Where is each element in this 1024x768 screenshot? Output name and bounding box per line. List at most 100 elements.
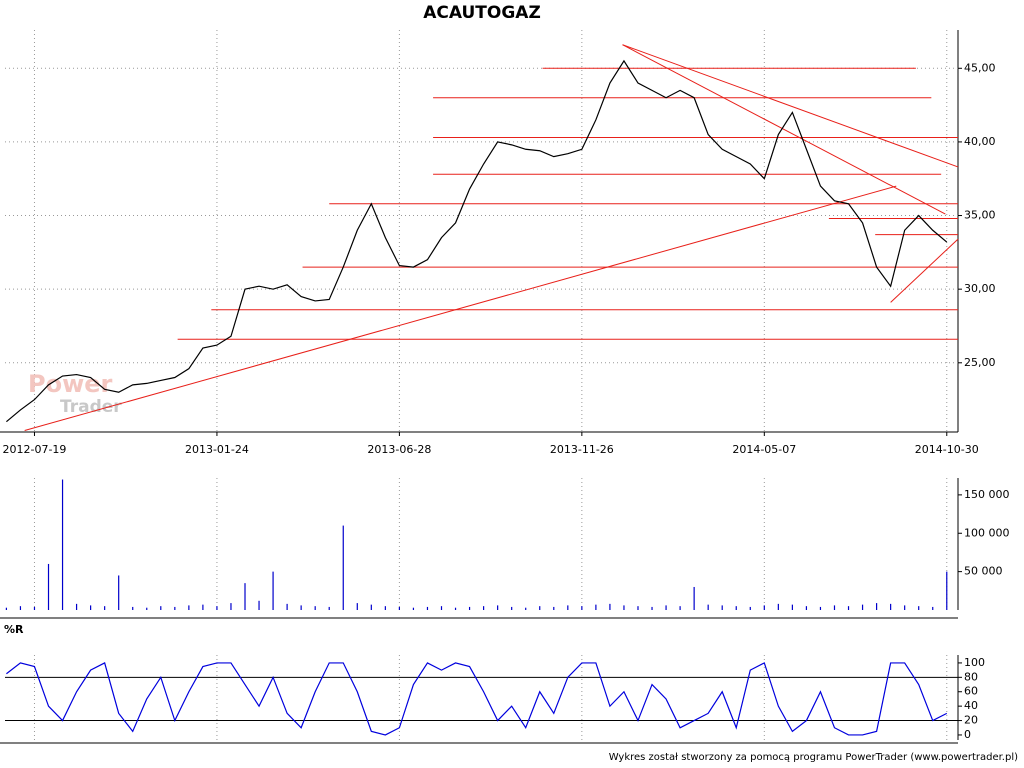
x-tick-label: 2013-11-26 <box>550 443 614 456</box>
y-tick-label: 50 000 <box>964 565 1003 578</box>
bar <box>749 606 751 610</box>
bar <box>174 606 176 610</box>
bar <box>104 606 106 610</box>
bar <box>202 604 204 610</box>
bar <box>567 605 569 610</box>
bar <box>118 575 120 610</box>
bar <box>384 606 386 610</box>
bar <box>440 606 443 610</box>
y-tick-label: 150 000 <box>964 488 1010 501</box>
panel-title: %R <box>4 623 24 636</box>
bar <box>595 604 597 610</box>
y-tick-label: 80 <box>964 670 978 683</box>
bar <box>553 606 555 610</box>
trend-line <box>622 44 946 215</box>
y-tick-label: 60 <box>964 685 978 698</box>
bar <box>19 606 22 610</box>
bar <box>735 606 737 610</box>
y-tick-label: 100 000 <box>964 526 1010 539</box>
bar <box>468 606 471 610</box>
trend-line <box>890 238 959 303</box>
bar <box>833 605 836 610</box>
bar <box>454 607 457 610</box>
bar <box>581 606 583 610</box>
y-tick-label: 100 <box>964 656 985 669</box>
data-line <box>6 662 948 736</box>
x-tick-label: 2014-05-07 <box>732 443 796 456</box>
x-tick-label: 2014-10-30 <box>915 443 979 456</box>
y-tick-label: 45,00 <box>964 61 996 74</box>
footer: Wykres został stworzony za pomocą progra… <box>609 752 1018 763</box>
trend-line <box>24 185 897 432</box>
bar <box>132 606 134 610</box>
bar <box>637 606 639 610</box>
bar <box>33 606 36 610</box>
bar <box>188 605 190 610</box>
trend-line <box>622 44 959 168</box>
bar <box>904 605 906 610</box>
bar <box>146 607 148 610</box>
chart-title: ACAUTOGAZ <box>423 3 541 23</box>
bar <box>5 607 8 610</box>
bar <box>511 606 513 610</box>
bar <box>721 605 723 610</box>
bar <box>160 606 162 610</box>
bar <box>763 605 765 610</box>
bar <box>398 606 400 610</box>
y-tick-label: 0 <box>964 728 971 741</box>
bar <box>819 606 822 610</box>
watermark: Trader <box>60 397 122 417</box>
bar <box>47 563 50 610</box>
bar <box>90 605 92 610</box>
bar <box>356 603 358 610</box>
bar <box>342 525 344 610</box>
bar <box>777 603 779 610</box>
bar <box>918 606 920 610</box>
bar <box>847 606 850 610</box>
bar <box>665 605 667 610</box>
y-tick-label: 20 <box>964 714 978 727</box>
bar <box>932 606 934 610</box>
x-tick-label: 2013-01-24 <box>185 443 249 456</box>
bar <box>314 606 316 610</box>
bar <box>623 605 625 610</box>
bar <box>861 604 864 610</box>
bar <box>61 479 64 610</box>
bar <box>300 605 302 610</box>
y-tick-label: 40 <box>964 699 978 712</box>
bar <box>216 606 218 610</box>
bar <box>539 606 541 610</box>
bar <box>946 571 948 610</box>
y-tick-label: 35,00 <box>964 209 996 222</box>
bar <box>805 606 808 610</box>
y-tick-label: 40,00 <box>964 135 996 148</box>
bar <box>609 603 611 610</box>
bar <box>286 603 288 610</box>
bar <box>791 604 793 610</box>
y-tick-label: 30,00 <box>964 282 996 295</box>
bar <box>497 605 499 610</box>
bar <box>483 606 485 610</box>
bar <box>890 603 892 610</box>
bar <box>272 571 274 610</box>
bar <box>412 607 415 610</box>
x-tick-label: 2012-07-19 <box>3 443 67 456</box>
bar <box>230 603 232 610</box>
bar <box>525 607 527 610</box>
data-line <box>6 59 948 423</box>
y-tick-label: 25,00 <box>964 356 996 369</box>
bar <box>258 600 260 610</box>
bar <box>651 606 653 610</box>
bar <box>875 603 878 610</box>
x-tick-label: 2013-06-28 <box>367 443 431 456</box>
bar <box>426 606 429 610</box>
bar <box>370 604 372 610</box>
bar <box>244 583 246 610</box>
bar <box>75 603 78 610</box>
bar <box>693 586 695 610</box>
bar <box>679 606 681 610</box>
bar <box>707 604 709 610</box>
bar <box>328 606 330 610</box>
